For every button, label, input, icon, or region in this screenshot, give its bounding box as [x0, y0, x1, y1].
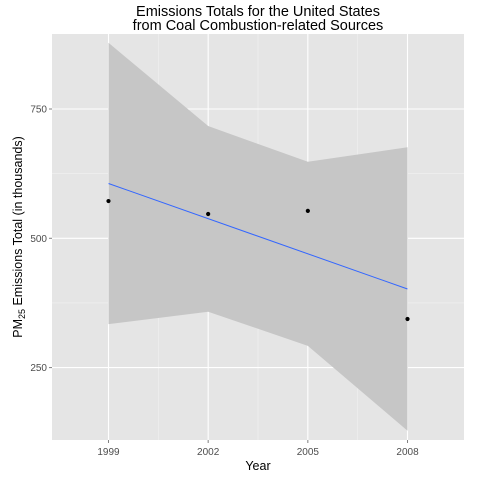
data-point — [206, 211, 211, 217]
x-axis-ticks: 1999 2002 2005 2008 — [97, 440, 419, 458]
x-tick-label: 2008 — [396, 447, 419, 458]
y-tick-label: 750 — [30, 104, 47, 115]
regression-line — [108, 182, 408, 290]
chart-title: Emissions Totals for the United States f… — [133, 4, 384, 34]
data-point — [405, 316, 410, 322]
data-points — [106, 198, 410, 322]
y-axis-title-suffix: Emissions Total (in thousands) — [11, 136, 25, 309]
x-tick-label: 1999 — [97, 447, 120, 458]
data-point — [305, 208, 310, 213]
y-axis-title: PM25 Emissions Total (in thousands) — [11, 136, 27, 338]
y-axis-title-prefix: PM — [11, 319, 25, 338]
y-tick-label: 250 — [30, 363, 47, 374]
data-point — [106, 198, 111, 204]
x-tick-label: 2002 — [197, 447, 220, 458]
x-axis-title: Year — [245, 459, 270, 473]
y-axis-title-subscript: 25 — [17, 309, 27, 319]
y-tick-label: 500 — [30, 234, 47, 245]
y-axis-ticks: 250 500 750 — [30, 104, 52, 374]
x-tick-label: 2005 — [297, 447, 320, 458]
chart-title-line-2: from Coal Combustion-related Sources — [133, 18, 384, 34]
chart-title-line-1: Emissions Totals for the United States — [136, 4, 380, 20]
